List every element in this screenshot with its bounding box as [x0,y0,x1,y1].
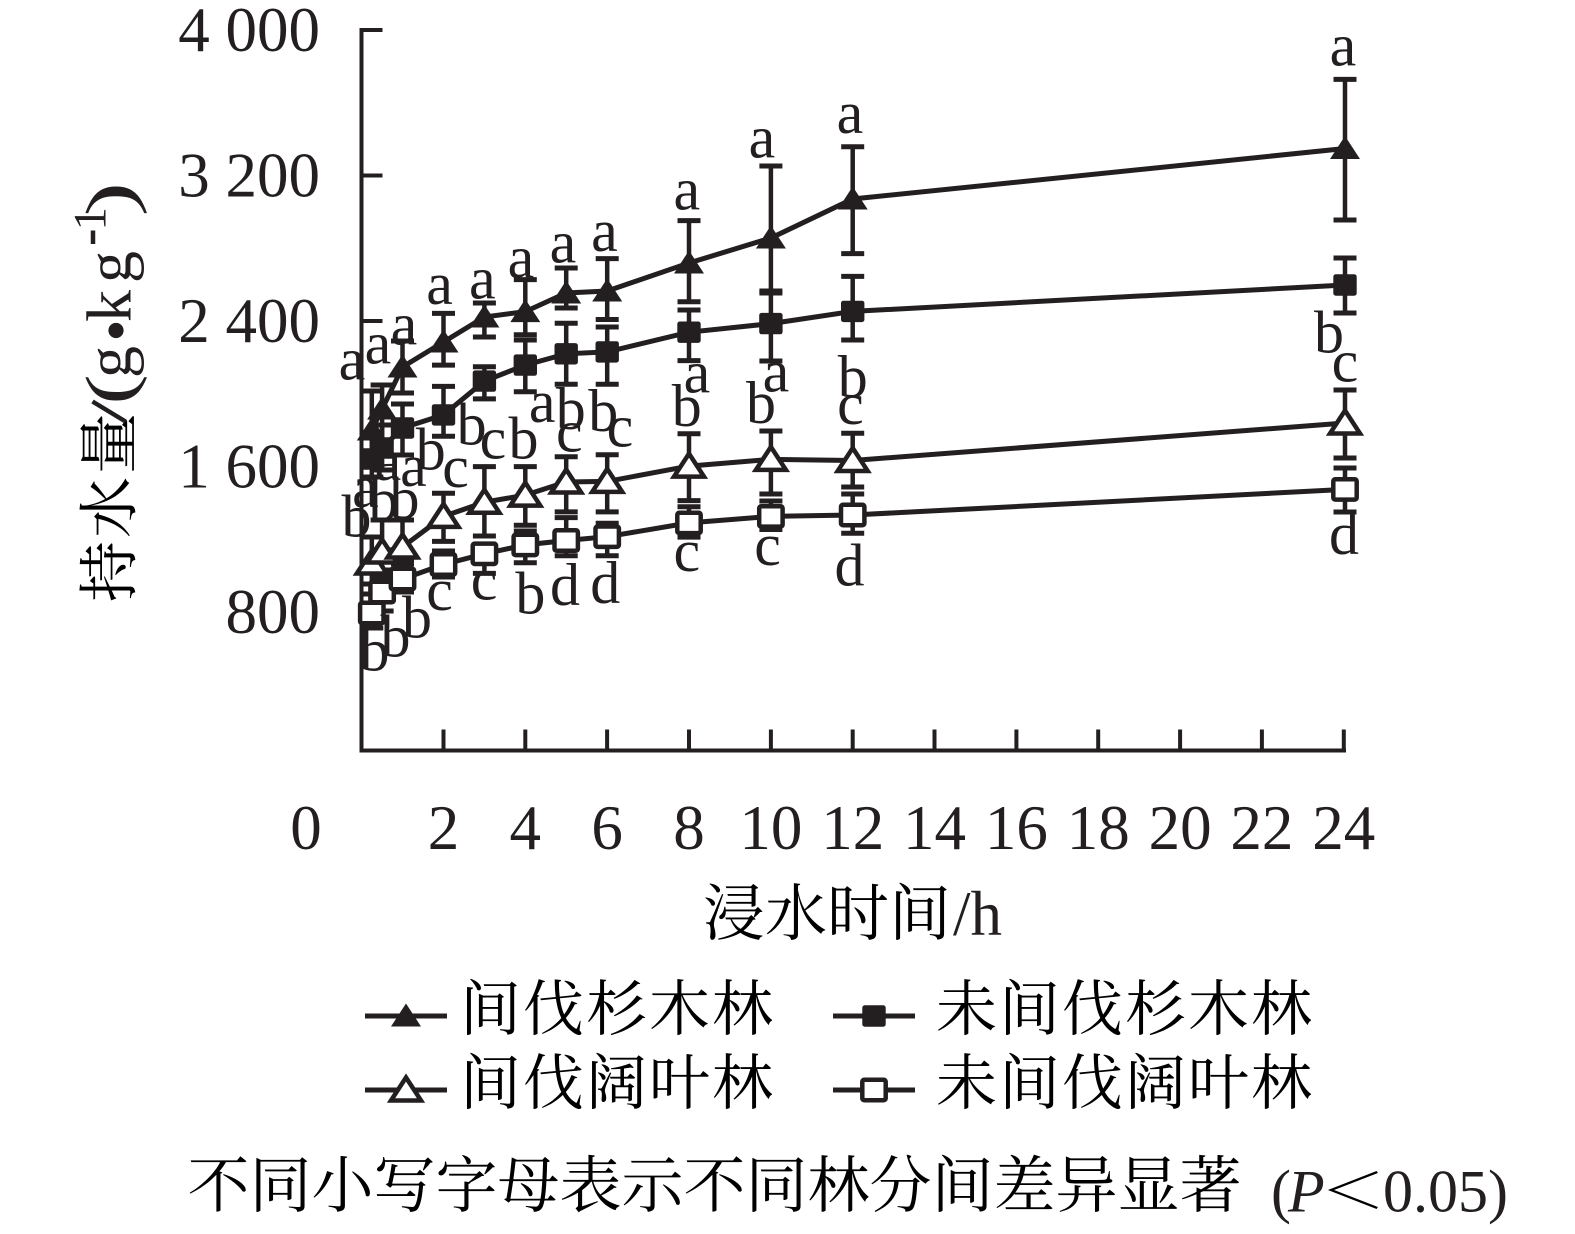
svg-text:16: 16 [985,793,1048,863]
svg-text:a: a [469,245,496,311]
svg-text:a: a [426,251,453,317]
svg-text:a: a [375,427,402,493]
svg-text:a: a [339,327,366,393]
svg-text:a: a [749,105,776,171]
svg-text:2 400: 2 400 [178,286,320,356]
svg-text:0: 0 [290,793,322,863]
svg-text:4: 4 [510,793,542,863]
svg-text:10: 10 [739,793,802,863]
svg-text:14: 14 [903,793,966,863]
svg-text:3 200: 3 200 [178,141,320,211]
svg-text:a: a [529,369,556,435]
svg-text:12: 12 [821,793,884,863]
svg-text:(: ( [73,374,148,404]
svg-text:6: 6 [591,793,623,863]
svg-text:1 600: 1 600 [178,432,320,502]
svg-text:22: 22 [1230,793,1293,863]
svg-text:d: d [550,552,580,618]
svg-text:24: 24 [1312,793,1375,863]
svg-text:b: b [390,466,420,532]
svg-text:c: c [556,399,583,465]
svg-text:b: b [381,604,411,670]
svg-text:b: b [556,376,586,442]
svg-text:b: b [838,344,868,410]
svg-text:1: 1 [65,207,117,231]
svg-text:c: c [471,546,498,612]
svg-text:b: b [509,406,539,472]
svg-text:a: a [400,433,427,499]
svg-text:b: b [515,561,545,627]
svg-text:b: b [402,585,432,651]
svg-text:8: 8 [673,793,705,863]
svg-text:a: a [508,225,535,291]
svg-text:c: c [1332,329,1359,395]
svg-text:d: d [590,550,620,616]
svg-text:20: 20 [1149,793,1212,863]
svg-text:4 000: 4 000 [178,0,320,65]
svg-text:b: b [1314,300,1344,366]
svg-text:a: a [365,311,392,377]
svg-text:P: P [1287,1159,1325,1225]
svg-text:d: d [1329,501,1359,567]
svg-text:b: b [369,467,399,533]
svg-text:c: c [754,512,781,578]
svg-text:g: g [74,251,145,283]
svg-text:0.05): 0.05) [1383,1159,1508,1225]
svg-text:g: g [74,346,145,378]
svg-text:b: b [588,378,618,444]
svg-text:c: c [426,557,453,623]
svg-text:b: b [746,370,776,436]
svg-text:c: c [480,406,507,472]
svg-text:b: b [672,373,702,439]
svg-text:a: a [352,454,379,520]
svg-text:a: a [1330,13,1357,79]
svg-text:800: 800 [226,577,321,647]
svg-text:a: a [837,80,864,146]
svg-text:b: b [416,416,446,482]
svg-text:(: ( [1271,1159,1291,1225]
svg-text:a: a [591,198,618,264]
svg-text:k: k [74,290,145,322]
svg-text:a: a [550,210,577,276]
svg-text:b: b [457,391,487,457]
svg-text:/h: /h [953,879,1002,949]
svg-text:18: 18 [1067,793,1130,863]
svg-text:a: a [684,339,711,405]
svg-text:2: 2 [428,793,460,863]
svg-text:c: c [442,434,469,500]
svg-text:d: d [835,533,865,599]
svg-text:c: c [607,394,634,460]
svg-text:a: a [763,339,790,405]
svg-text:a: a [673,157,700,223]
svg-text:b: b [360,618,390,684]
svg-text:c: c [837,371,864,437]
svg-text:b: b [342,484,372,550]
svg-text:): ) [73,182,148,217]
svg-text:a: a [391,292,418,358]
svg-text:c: c [673,518,700,584]
